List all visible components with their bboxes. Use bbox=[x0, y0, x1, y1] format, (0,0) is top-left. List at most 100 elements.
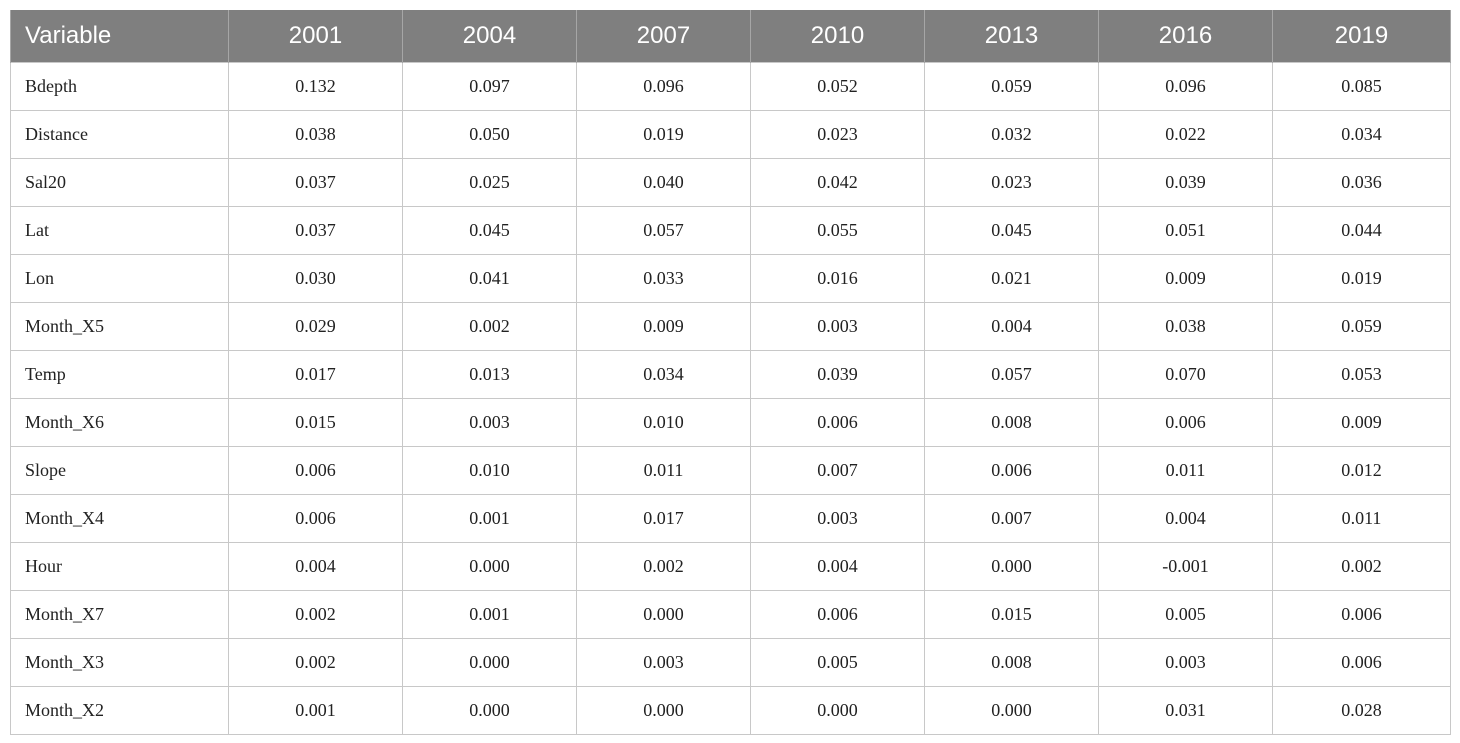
column-header-2010: 2010 bbox=[750, 10, 925, 63]
value-cell: 0.002 bbox=[576, 542, 751, 591]
value-cell: 0.070 bbox=[1098, 350, 1273, 399]
value-cell: 0.000 bbox=[402, 542, 577, 591]
column-header-2007: 2007 bbox=[576, 10, 751, 63]
value-cell: 0.006 bbox=[924, 446, 1099, 495]
row-label-cell: Month_X2 bbox=[10, 686, 229, 735]
table-row: Sal20 0.037 0.025 0.040 0.042 0.023 0.039 0.036 bbox=[10, 158, 1451, 207]
value-cell: 0.006 bbox=[1272, 638, 1451, 687]
value-cell: 0.096 bbox=[1098, 62, 1273, 111]
value-cell: 0.010 bbox=[576, 398, 751, 447]
value-cell: 0.044 bbox=[1272, 206, 1451, 255]
row-label-cell: Sal20 bbox=[10, 158, 229, 207]
table-row: Bdepth 0.132 0.097 0.096 0.052 0.059 0.096 0.08… bbox=[10, 62, 1451, 111]
value-cell: 0.006 bbox=[228, 446, 403, 495]
value-cell: 0.059 bbox=[1272, 302, 1451, 351]
value-cell: 0.000 bbox=[576, 686, 751, 735]
value-cell: 0.096 bbox=[576, 62, 751, 111]
table-header-row: Variable 2001 2004 2007 2010 2013 2016 2… bbox=[10, 10, 1451, 63]
value-cell: 0.007 bbox=[924, 494, 1099, 543]
value-cell: 0.006 bbox=[1098, 398, 1273, 447]
value-cell: 0.011 bbox=[1272, 494, 1451, 543]
value-cell: 0.009 bbox=[1272, 398, 1451, 447]
value-cell: 0.045 bbox=[924, 206, 1099, 255]
row-label-cell: Distance bbox=[10, 110, 229, 159]
column-header-2001: 2001 bbox=[228, 10, 403, 63]
value-cell: 0.029 bbox=[228, 302, 403, 351]
value-cell: 0.006 bbox=[1272, 590, 1451, 639]
value-cell: 0.008 bbox=[924, 398, 1099, 447]
value-cell: 0.041 bbox=[402, 254, 577, 303]
value-cell: 0.000 bbox=[924, 686, 1099, 735]
table-row: Month_X2 0.001 0.000 0.000 0.000 0.000 0.031 0.… bbox=[10, 686, 1451, 735]
value-cell: 0.042 bbox=[750, 158, 925, 207]
value-cell: 0.050 bbox=[402, 110, 577, 159]
row-label-cell: Month_X3 bbox=[10, 638, 229, 687]
value-cell: 0.000 bbox=[576, 590, 751, 639]
table-row: Temp 0.017 0.013 0.034 0.039 0.057 0.070 0.053 bbox=[10, 350, 1451, 399]
value-cell: 0.032 bbox=[924, 110, 1099, 159]
value-cell: 0.003 bbox=[576, 638, 751, 687]
value-cell: 0.036 bbox=[1272, 158, 1451, 207]
value-cell: 0.001 bbox=[402, 590, 577, 639]
value-cell: 0.045 bbox=[402, 206, 577, 255]
value-cell: 0.039 bbox=[1098, 158, 1273, 207]
value-cell: 0.015 bbox=[924, 590, 1099, 639]
value-cell: 0.009 bbox=[576, 302, 751, 351]
value-cell: 0.016 bbox=[750, 254, 925, 303]
value-cell: 0.006 bbox=[228, 494, 403, 543]
value-cell: 0.005 bbox=[1098, 590, 1273, 639]
value-cell: 0.057 bbox=[576, 206, 751, 255]
table-row: Slope 0.006 0.010 0.011 0.007 0.006 0.011 0.012 bbox=[10, 446, 1451, 495]
value-cell: 0.028 bbox=[1272, 686, 1451, 735]
value-cell: 0.038 bbox=[1098, 302, 1273, 351]
value-cell: 0.034 bbox=[576, 350, 751, 399]
row-label-cell: Lon bbox=[10, 254, 229, 303]
value-cell: 0.059 bbox=[924, 62, 1099, 111]
value-cell: 0.033 bbox=[576, 254, 751, 303]
value-cell: 0.051 bbox=[1098, 206, 1273, 255]
value-cell: 0.021 bbox=[924, 254, 1099, 303]
value-cell: 0.003 bbox=[750, 302, 925, 351]
row-label-cell: Temp bbox=[10, 350, 229, 399]
value-cell: 0.013 bbox=[402, 350, 577, 399]
value-cell: 0.034 bbox=[1272, 110, 1451, 159]
value-cell: 0.004 bbox=[750, 542, 925, 591]
table-row: Distance 0.038 0.050 0.019 0.023 0.032 0.022 0.… bbox=[10, 110, 1451, 159]
row-label-cell: Slope bbox=[10, 446, 229, 495]
column-header-2019: 2019 bbox=[1272, 10, 1451, 63]
value-cell: 0.004 bbox=[924, 302, 1099, 351]
row-label-cell: Month_X6 bbox=[10, 398, 229, 447]
value-cell: 0.006 bbox=[750, 398, 925, 447]
value-cell: 0.009 bbox=[1098, 254, 1273, 303]
value-cell: 0.001 bbox=[402, 494, 577, 543]
value-cell: 0.002 bbox=[402, 302, 577, 351]
row-label-cell: Hour bbox=[10, 542, 229, 591]
value-cell: 0.132 bbox=[228, 62, 403, 111]
value-cell: 0.011 bbox=[576, 446, 751, 495]
value-cell: 0.097 bbox=[402, 62, 577, 111]
value-cell: 0.031 bbox=[1098, 686, 1273, 735]
value-cell: 0.023 bbox=[750, 110, 925, 159]
value-cell: 0.039 bbox=[750, 350, 925, 399]
value-cell: 0.053 bbox=[1272, 350, 1451, 399]
value-cell: 0.011 bbox=[1098, 446, 1273, 495]
value-cell: 0.002 bbox=[228, 638, 403, 687]
row-label-cell: Lat bbox=[10, 206, 229, 255]
value-cell: 0.037 bbox=[228, 158, 403, 207]
table-row: Month_X7 0.002 0.001 0.000 0.006 0.015 0.005 0.… bbox=[10, 590, 1451, 639]
value-cell: 0.005 bbox=[750, 638, 925, 687]
value-cell: 0.040 bbox=[576, 158, 751, 207]
table-row: Lat 0.037 0.045 0.057 0.055 0.045 0.051 0.044 bbox=[10, 206, 1451, 255]
table-body: Bdepth 0.132 0.097 0.096 0.052 0.059 0.096 0.08… bbox=[10, 62, 1451, 735]
value-cell: 0.000 bbox=[402, 686, 577, 735]
value-cell: 0.023 bbox=[924, 158, 1099, 207]
value-cell: 0.057 bbox=[924, 350, 1099, 399]
value-cell: 0.008 bbox=[924, 638, 1099, 687]
value-cell: 0.007 bbox=[750, 446, 925, 495]
value-cell: 0.025 bbox=[402, 158, 577, 207]
table-row: Hour 0.004 0.000 0.002 0.004 0.000 -0.001 0.002 bbox=[10, 542, 1451, 591]
value-cell: 0.001 bbox=[228, 686, 403, 735]
column-header-2004: 2004 bbox=[402, 10, 577, 63]
variable-importance-table: Variable 2001 2004 2007 2010 2013 2016 2… bbox=[10, 10, 1451, 735]
value-cell: 0.004 bbox=[1098, 494, 1273, 543]
